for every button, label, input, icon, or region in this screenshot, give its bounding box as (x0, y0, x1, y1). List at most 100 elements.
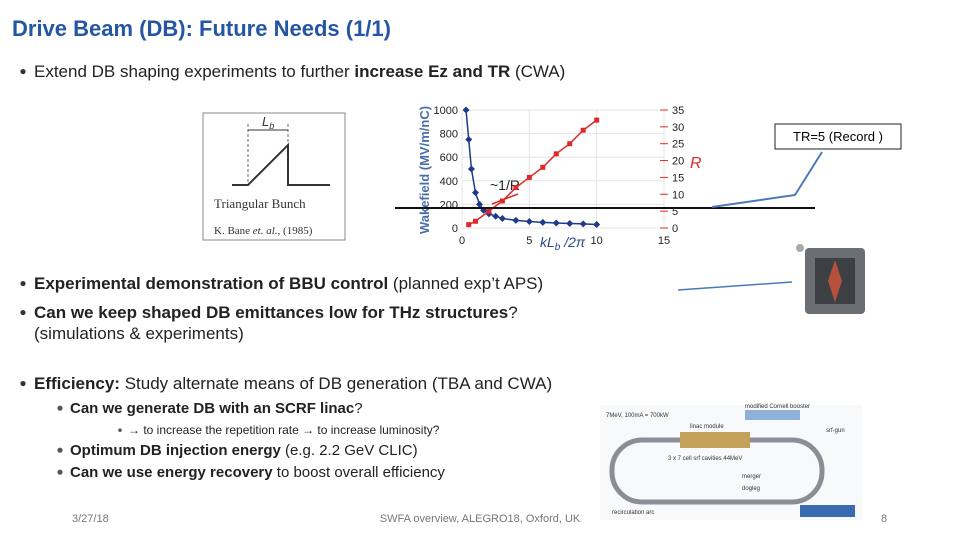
text-run: Study alternate means of DB generation (… (120, 374, 552, 393)
bullet (118, 428, 122, 432)
diagram-label: dogleg (742, 486, 760, 492)
record-box (774, 123, 902, 150)
bullet-text: Can we keep shaped DB emittances low for… (34, 303, 518, 322)
point (567, 141, 573, 147)
point (467, 165, 475, 173)
diagram-label: 7MeV, 100mA = 700kW (606, 413, 669, 419)
x-tick-label: 10 (591, 235, 603, 247)
text-run: Extend DB shaping experiments to further (34, 62, 354, 81)
bullet (20, 280, 26, 287)
point (539, 218, 547, 226)
point (499, 198, 505, 204)
y2-tick-label: 5 (672, 206, 678, 218)
y2-tick-label: 35 (672, 105, 684, 117)
diagram-label: srf-gun (826, 428, 845, 434)
bold-text: Can we use energy recovery (70, 464, 273, 481)
point (472, 218, 478, 224)
x-tick-label: 5 (526, 235, 532, 247)
point (471, 189, 479, 197)
x-tick-label: 0 (459, 235, 465, 247)
y2-tick-label: 0 (672, 223, 678, 235)
point (566, 220, 574, 228)
x-axis-label: kLb /2π (540, 234, 586, 253)
bold-text: increase Ez and TR (354, 62, 510, 81)
point (486, 208, 492, 214)
ref-part: , (1985) (278, 225, 313, 237)
point (580, 127, 586, 133)
bullet-text: Extend DB shaping experiments to further… (34, 62, 565, 81)
bullet (20, 309, 26, 316)
text-run: ? (508, 303, 517, 322)
point (526, 174, 532, 180)
y-tick-label: 1000 (434, 105, 458, 117)
bunch-figure: Lb Triangular Bunch K. Bane et. al., (19… (202, 112, 346, 241)
bunch-shape (232, 142, 330, 186)
series-line (465, 109, 597, 226)
point (552, 219, 560, 227)
y2-tick-label: 10 (672, 189, 684, 201)
x-label-sub: b (555, 242, 561, 253)
bullet (57, 405, 63, 411)
y-tick-label: 600 (440, 152, 458, 164)
text-run: → to increase the repetition rate → to i… (128, 423, 440, 437)
y-tick-label: 800 (440, 129, 458, 141)
point (513, 185, 519, 191)
y-axis-label: Wakefield (MV/m/nC) (417, 106, 432, 234)
point (525, 218, 533, 226)
diagram-label: merger (742, 474, 761, 480)
footer-page: 8 (881, 513, 887, 525)
x-label-part: /2π (560, 234, 586, 250)
pointer-line (677, 281, 793, 291)
legend-box (800, 505, 855, 517)
y2-tick-label: 25 (672, 139, 684, 151)
length-sub: b (269, 121, 274, 131)
bunch-reference: K. Bane et. al., (1985) (214, 225, 313, 237)
slide-title: Drive Beam (DB): Future Needs (1/1) (12, 16, 391, 41)
record-text: TR=5 (Record ) (793, 129, 883, 144)
bullet (20, 380, 26, 387)
pointer-line (711, 151, 823, 208)
y-tick-label: 400 (440, 176, 458, 188)
bunch-frame (202, 112, 346, 241)
point (594, 117, 600, 123)
bold-text: Efficiency: (34, 374, 120, 393)
diagram-label: linac module (690, 424, 724, 430)
point (462, 106, 470, 114)
erl-diagram: 7MeV, 100mA = 700kW linac module 3 x 7 cel… (600, 404, 862, 520)
footer-date: 3/27/18 (72, 513, 109, 525)
text-run: to boost overall efficiency (273, 464, 446, 481)
bullet-list: Extend DB shaping experiments to further… (20, 62, 565, 481)
linac-module (680, 432, 750, 448)
length-main: L (262, 114, 269, 129)
bullet-text: Can we use energy recovery to boost over… (70, 464, 445, 481)
cavity-cone (828, 260, 842, 302)
y2-tick-label: 30 (672, 122, 684, 134)
text-run: ? (354, 400, 362, 417)
point (512, 216, 520, 224)
ref-part: K. Bane (214, 225, 253, 237)
diagram-label: 3 x 7 cell srf cavities 44MeV (668, 456, 742, 462)
bold-text: Can we generate DB with an SCRF linac (70, 400, 354, 417)
point (498, 215, 506, 223)
annotation: ~1/R (490, 177, 520, 193)
y2-tick-label: 15 (672, 172, 684, 184)
point (553, 151, 559, 157)
bold-text: Experimental demonstration of BBU contro… (34, 274, 388, 293)
bullet-text: (simulations & experiments) (34, 324, 244, 343)
point (492, 212, 500, 220)
bullet (57, 447, 63, 453)
text-run: (planned exp’t APS) (388, 274, 543, 293)
bold-text: Can we keep shaped DB emittances low for… (34, 303, 508, 322)
bunch-caption: Triangular Bunch (214, 196, 306, 211)
diagram-label: modified Cornell booster (745, 404, 810, 410)
x-label-part: kL (540, 234, 555, 250)
bullet-text: Can we generate DB with an SCRF linac? (70, 400, 363, 417)
bold-text: Optimum DB injection energy (70, 442, 282, 459)
y-tick-label: 200 (440, 199, 458, 211)
y2-tick-label: 20 (672, 156, 684, 168)
point (540, 164, 546, 170)
cavity-flange (796, 244, 804, 252)
x-tick-label: 15 (658, 235, 670, 247)
text-run: (CWA) (510, 62, 565, 81)
point (579, 220, 587, 228)
